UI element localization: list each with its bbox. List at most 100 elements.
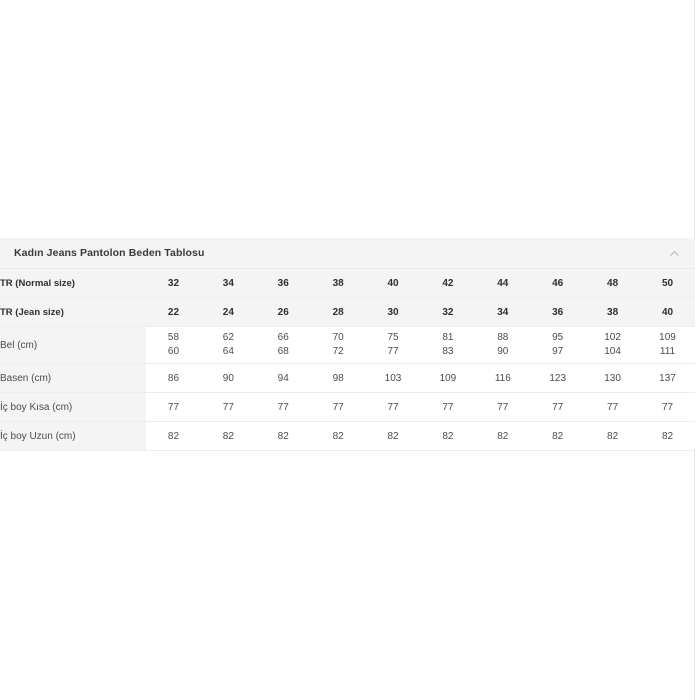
cell-bel-5-max: 83 bbox=[442, 346, 454, 357]
cell-tr-jean-4: 30 bbox=[365, 297, 421, 327]
cell-ic-boy-kisa-7: 77 bbox=[530, 392, 586, 422]
cell-ic-boy-uzun-0: 82 bbox=[146, 421, 201, 451]
page-title: Kadın Jeans Pantolon Beden Tablosu bbox=[14, 247, 205, 259]
cell-bel-1-min: 62 bbox=[222, 331, 234, 343]
cell-ic-boy-uzun-7: 82 bbox=[530, 421, 586, 451]
cell-ic-boy-kisa-1: 77 bbox=[200, 392, 256, 422]
cell-tr-normal-5: 42 bbox=[420, 269, 476, 298]
cell-ic-boy-uzun-5: 82 bbox=[420, 421, 476, 451]
cell-tr-jean-9: 40 bbox=[640, 297, 695, 327]
cell-basen-3: 98 bbox=[310, 363, 366, 393]
chevron-up-icon bbox=[669, 250, 679, 256]
cell-bel-5-min: 81 bbox=[442, 331, 454, 343]
cell-basen-0: 86 bbox=[146, 363, 201, 393]
cell-ic-boy-kisa-6: 77 bbox=[475, 392, 531, 422]
cell-tr-jean-0: 22 bbox=[146, 297, 201, 327]
size-chart-header[interactable]: Kadın Jeans Pantolon Beden Tablosu bbox=[0, 238, 695, 269]
cell-bel-9-max: 111 bbox=[659, 346, 676, 357]
cell-basen-1: 90 bbox=[200, 363, 256, 393]
cell-tr-normal-2: 36 bbox=[255, 269, 311, 298]
cell-bel-7-max: 97 bbox=[552, 346, 564, 357]
cell-tr-normal-0: 32 bbox=[146, 269, 201, 298]
cell-ic-boy-uzun-2: 82 bbox=[255, 421, 311, 451]
cell-bel-2: 66 68 bbox=[255, 326, 311, 364]
cell-ic-boy-uzun-9: 82 bbox=[640, 421, 695, 451]
cell-bel-8: 102 104 bbox=[585, 326, 641, 364]
cell-bel-3-max: 72 bbox=[332, 346, 344, 357]
cell-ic-boy-kisa-9: 77 bbox=[640, 392, 695, 422]
cell-ic-boy-kisa-5: 77 bbox=[420, 392, 476, 422]
cell-ic-boy-kisa-4: 77 bbox=[365, 392, 421, 422]
row-label-bel: Bel (cm) bbox=[0, 326, 147, 364]
cell-bel-8-min: 102 bbox=[604, 331, 621, 343]
cell-bel-6-min: 88 bbox=[497, 331, 509, 343]
cell-ic-boy-kisa-2: 77 bbox=[255, 392, 311, 422]
cell-ic-boy-uzun-1: 82 bbox=[200, 421, 256, 451]
cell-bel-5: 81 83 bbox=[420, 326, 476, 364]
cell-tr-jean-5: 32 bbox=[420, 297, 476, 327]
cell-tr-jean-1: 24 bbox=[200, 297, 256, 327]
cell-bel-2-min: 66 bbox=[277, 331, 289, 343]
cell-bel-3: 70 72 bbox=[310, 326, 366, 364]
cell-bel-2-max: 68 bbox=[277, 346, 289, 357]
size-chart-widget: Kadın Jeans Pantolon Beden Tablosu TR (N… bbox=[0, 238, 695, 451]
cell-basen-9: 137 bbox=[640, 363, 695, 393]
cell-bel-0-min: 58 bbox=[167, 331, 180, 343]
cell-tr-normal-6: 44 bbox=[475, 269, 531, 298]
cell-ic-boy-uzun-8: 82 bbox=[585, 421, 641, 451]
cell-bel-4-min: 75 bbox=[387, 331, 399, 343]
table-row: İç boy Kısa (cm) 77 77 77 77 77 77 77 77… bbox=[0, 392, 695, 422]
cell-ic-boy-kisa-8: 77 bbox=[585, 392, 641, 422]
cell-ic-boy-uzun-3: 82 bbox=[310, 421, 366, 451]
row-label-tr-normal: TR (Normal size) bbox=[0, 269, 147, 298]
cell-ic-boy-uzun-6: 82 bbox=[475, 421, 531, 451]
cell-basen-4: 103 bbox=[365, 363, 421, 393]
cell-bel-9: 109 111 bbox=[640, 326, 695, 364]
cell-bel-8-max: 104 bbox=[604, 346, 621, 357]
cell-bel-3-min: 70 bbox=[332, 331, 344, 343]
cell-tr-jean-6: 34 bbox=[475, 297, 531, 327]
cell-bel-9-min: 109 bbox=[659, 331, 676, 343]
row-label-tr-jean: TR (Jean size) bbox=[0, 297, 147, 327]
table-row: İç boy Uzun (cm) 82 82 82 82 82 82 82 82… bbox=[0, 421, 695, 451]
cell-bel-0: 58 60 bbox=[146, 326, 201, 364]
cell-tr-jean-2: 26 bbox=[255, 297, 311, 327]
cell-tr-jean-3: 28 bbox=[310, 297, 366, 327]
size-chart-table: TR (Normal size) 32 34 36 38 40 42 44 46… bbox=[0, 269, 695, 451]
row-label-basen: Basen (cm) bbox=[0, 363, 147, 393]
cell-bel-7-min: 95 bbox=[552, 331, 564, 343]
table-row: TR (Normal size) 32 34 36 38 40 42 44 46… bbox=[0, 269, 695, 298]
top-whitespace bbox=[0, 0, 700, 238]
cell-bel-4: 75 77 bbox=[365, 326, 421, 364]
cell-ic-boy-kisa-3: 77 bbox=[310, 392, 366, 422]
collapse-toggle-button[interactable] bbox=[661, 238, 687, 268]
cell-tr-normal-9: 50 bbox=[640, 269, 695, 298]
cell-basen-5: 109 bbox=[420, 363, 476, 393]
cell-bel-1: 62 64 bbox=[200, 326, 256, 364]
table-row: Bel (cm) 58 60 62 64 66 68 70 72 75 77 81 83 8… bbox=[0, 326, 695, 364]
cell-bel-6-max: 90 bbox=[497, 346, 509, 357]
cell-tr-normal-8: 48 bbox=[585, 269, 641, 298]
cell-bel-0-max: 60 bbox=[167, 346, 180, 357]
size-chart-body: TR (Normal size) 32 34 36 38 40 42 44 46… bbox=[0, 269, 695, 451]
cell-ic-boy-uzun-4: 82 bbox=[365, 421, 421, 451]
cell-tr-normal-7: 46 bbox=[530, 269, 586, 298]
cell-tr-normal-4: 40 bbox=[365, 269, 421, 298]
table-row: TR (Jean size) 22 24 26 28 30 32 34 36 3… bbox=[0, 297, 695, 327]
cell-basen-7: 123 bbox=[530, 363, 586, 393]
row-label-ic-boy-kisa: İç boy Kısa (cm) bbox=[0, 392, 147, 422]
cell-bel-7: 95 97 bbox=[530, 326, 586, 364]
row-label-ic-boy-uzun: İç boy Uzun (cm) bbox=[0, 421, 147, 451]
cell-tr-normal-3: 38 bbox=[310, 269, 366, 298]
cell-ic-boy-kisa-0: 77 bbox=[146, 392, 201, 422]
cell-bel-6: 88 90 bbox=[475, 326, 531, 364]
cell-tr-normal-1: 34 bbox=[200, 269, 256, 298]
cell-tr-jean-8: 38 bbox=[585, 297, 641, 327]
cell-bel-4-max: 77 bbox=[387, 346, 399, 357]
cell-basen-2: 94 bbox=[255, 363, 311, 393]
cell-basen-6: 116 bbox=[475, 363, 531, 393]
cell-bel-1-max: 64 bbox=[222, 346, 234, 357]
cell-basen-8: 130 bbox=[585, 363, 641, 393]
table-row: Basen (cm) 86 90 94 98 103 109 116 123 1… bbox=[0, 363, 695, 393]
